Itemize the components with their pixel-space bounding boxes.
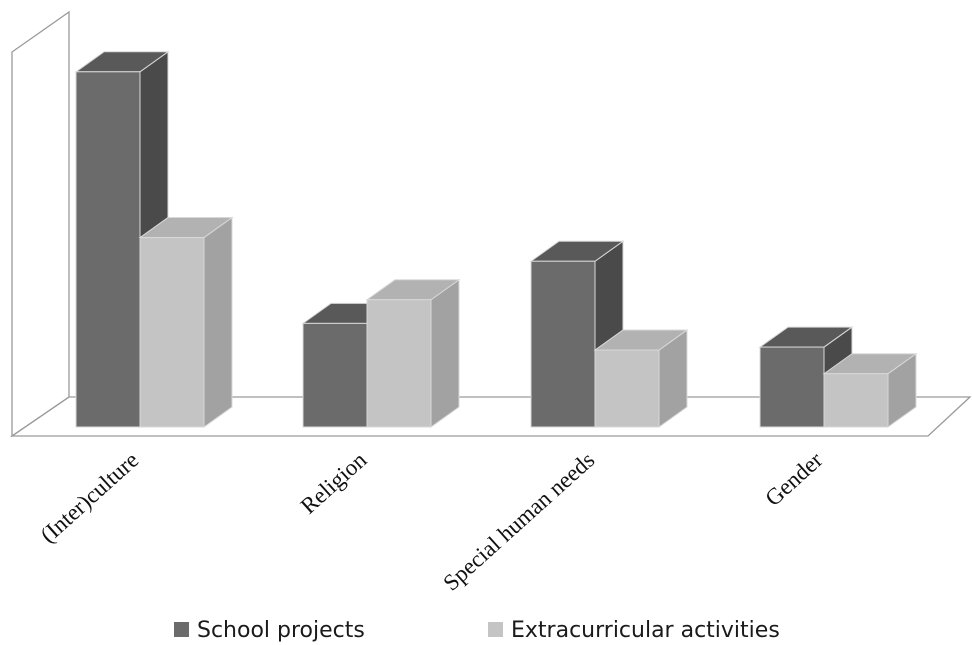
bar-extracurricular-1 (365, 278, 461, 428)
bar-front (302, 322, 368, 428)
bar-extracurricular-2 (593, 329, 689, 428)
legend-label: School projects (197, 618, 365, 643)
floor (9, 396, 972, 437)
category-labels: (Inter)culture Religion Special human need… (36, 447, 828, 596)
back-wall (11, 10, 70, 438)
bar-front (75, 71, 141, 428)
legend-swatch (174, 622, 189, 637)
bar-school-projects-2 (529, 240, 625, 428)
bar-school-projects-3 (758, 326, 854, 428)
bar-front (594, 349, 660, 428)
bars-group (74, 50, 918, 428)
category-label: (Inter)culture (36, 447, 144, 548)
bar-side (203, 216, 233, 428)
legend-swatch (488, 622, 503, 637)
legend-label: Extracurricular activities (511, 618, 780, 643)
bar-front (139, 237, 205, 428)
category-label: Religion (296, 447, 372, 519)
bar-front (366, 299, 432, 428)
legend: School projects Extracurricular activitie… (174, 618, 780, 643)
bar-front (823, 373, 889, 428)
bar-front (530, 260, 596, 428)
category-label: Special human needs (438, 447, 599, 596)
bar-side (430, 278, 460, 428)
chart-walls (9, 10, 972, 438)
category-label: Gender (760, 447, 827, 511)
bar-front (759, 346, 825, 428)
bar-extracurricular-3 (822, 352, 918, 428)
bar-extracurricular-0 (138, 216, 234, 428)
